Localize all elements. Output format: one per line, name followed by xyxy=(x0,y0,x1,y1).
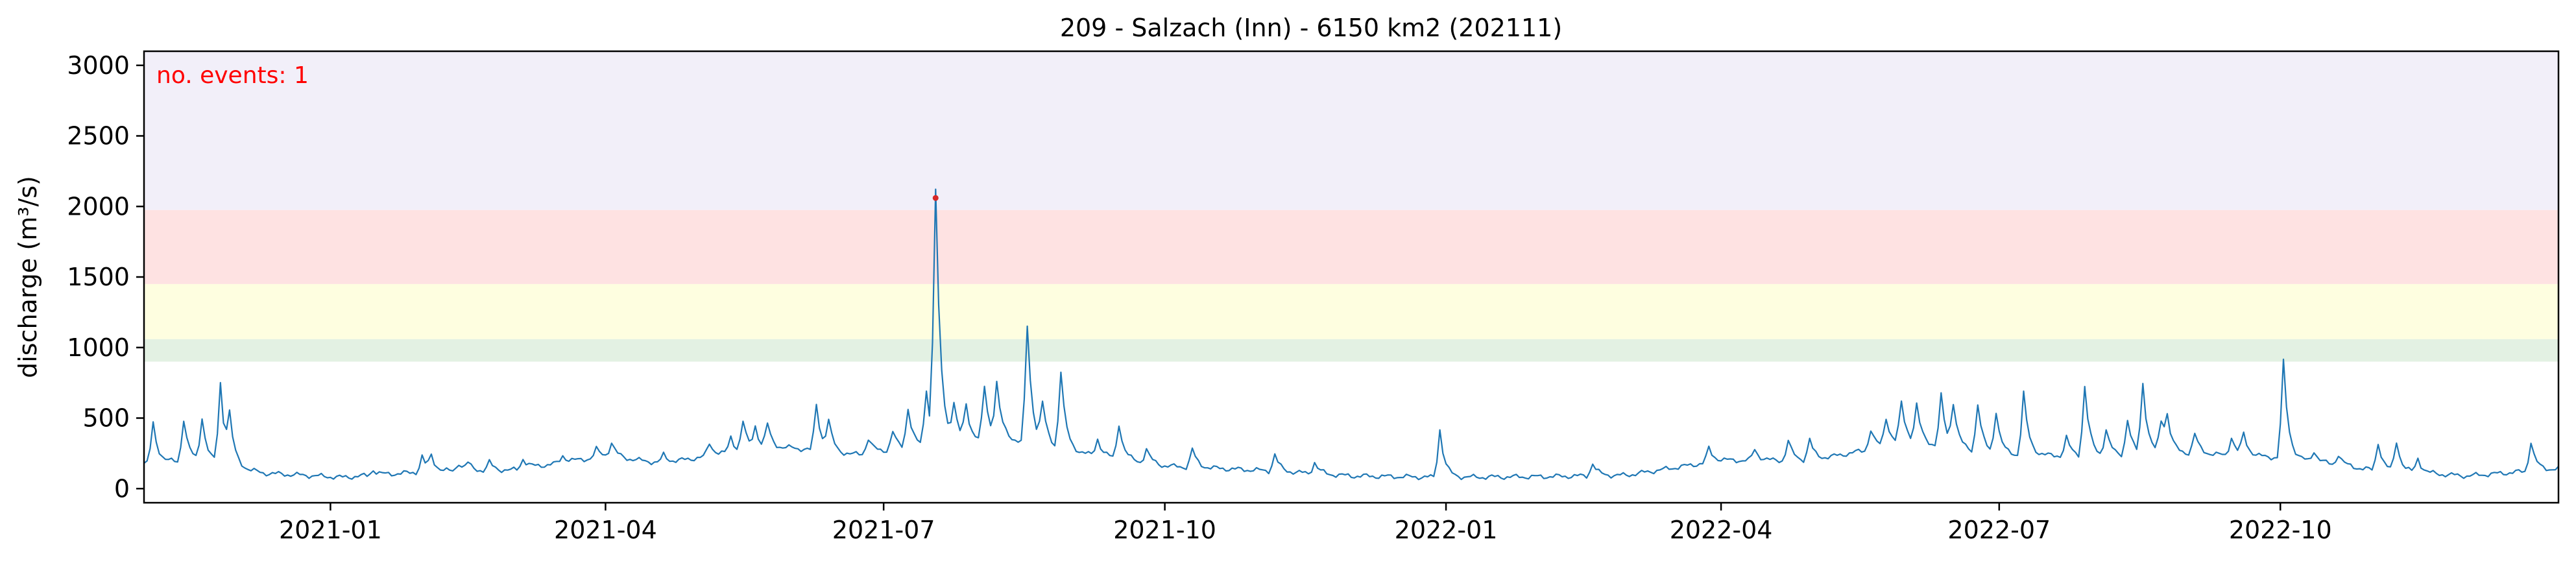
x-tick-label: 2022-01 xyxy=(1395,516,1498,544)
y-tick-label: 3000 xyxy=(67,51,130,80)
threshold-band-1 xyxy=(144,339,2558,362)
y-tick-label: 2000 xyxy=(67,192,130,221)
y-tick-label: 500 xyxy=(82,404,130,433)
threshold-band-2 xyxy=(144,283,2558,339)
x-tick-label: 2021-07 xyxy=(832,516,935,544)
event-markers xyxy=(932,195,939,201)
x-tick-label: 2022-04 xyxy=(1670,516,1773,544)
threshold-band-4 xyxy=(144,51,2558,210)
x-tick-label: 2022-07 xyxy=(1947,516,2051,544)
y-tick-label: 0 xyxy=(114,474,130,503)
series-layer xyxy=(143,188,2559,481)
x-tick-label: 2022-10 xyxy=(2229,516,2332,544)
y-axis-label: discharge (m³/s) xyxy=(14,176,42,378)
x-tick-label: 2021-01 xyxy=(279,516,382,544)
y-axis-ticks: 0 500 1000 1500 2000 2500 3000 xyxy=(67,51,144,503)
x-axis-ticks: 2021-01 2021-04 2021-07 2021-10 2022-01 2022-… xyxy=(279,503,2332,544)
discharge-series-line xyxy=(143,188,2559,481)
threshold-band-3 xyxy=(144,210,2558,284)
y-tick-label: 1500 xyxy=(67,263,130,291)
threshold-bands xyxy=(144,51,2558,362)
event-marker-1 xyxy=(932,195,939,201)
event-count-annotation: no. events: 1 xyxy=(156,62,309,89)
chart-title: 209 - Salzach (Inn) - 6150 km2 (202111) xyxy=(1060,14,1562,42)
y-tick-label: 2500 xyxy=(67,122,130,150)
y-tick-label: 1000 xyxy=(67,333,130,362)
x-tick-label: 2021-10 xyxy=(1113,516,1216,544)
x-tick-label: 2021-04 xyxy=(554,516,657,544)
